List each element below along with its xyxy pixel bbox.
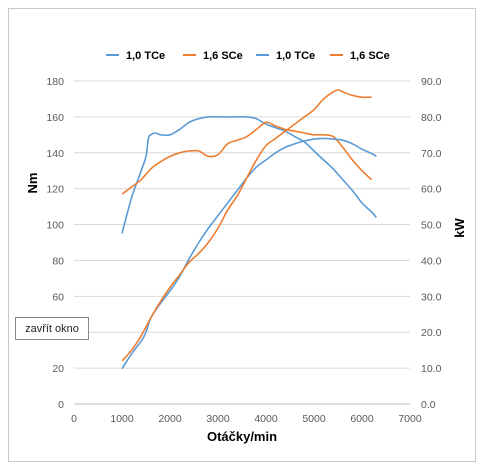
x-tick-label: 1000 <box>110 413 134 425</box>
y-left-tick-label: 120 <box>46 184 64 196</box>
x-tick-label: 2000 <box>158 413 182 425</box>
chart-frame <box>8 8 476 462</box>
y-left-tick-label: 80 <box>52 255 64 267</box>
x-axis-title: Otáčky/min <box>207 429 277 444</box>
legend-label: 1,6 SCe <box>350 50 390 62</box>
y-right-tick-label: 60.0 <box>421 184 442 196</box>
y-right-tick-label: 70.0 <box>421 148 442 160</box>
legend-label: 1,6 SCe <box>203 50 243 62</box>
y-left-axis-title: Nm <box>25 173 40 194</box>
x-tick-label: 3000 <box>206 413 230 425</box>
y-left-tick-label: 20 <box>52 363 64 375</box>
y-right-tick-label: 90.0 <box>421 76 442 88</box>
series-line-4 <box>121 89 372 362</box>
y-right-tick-label: 10.0 <box>421 363 442 375</box>
x-tick-label: 7000 <box>398 413 422 425</box>
y-right-tick-label: 30.0 <box>421 291 442 303</box>
y-right-tick-label: 20.0 <box>421 327 442 339</box>
y-right-tick-label: 50.0 <box>421 220 442 232</box>
y-left-tick-label: 100 <box>46 220 64 232</box>
y-left-tick-label: 60 <box>52 291 64 303</box>
y-right-tick-label: 80.0 <box>421 112 442 124</box>
y-right-tick-label: 40.0 <box>421 255 442 267</box>
y-left-tick-label: 140 <box>46 148 64 160</box>
x-tick-label: 0 <box>71 413 77 425</box>
y-right-axis-title: kW <box>452 218 467 238</box>
y-left-tick-label: 0 <box>58 399 64 411</box>
x-tick-label: 4000 <box>254 413 278 425</box>
y-right-tick-label: 0.0 <box>421 399 436 411</box>
legend-label: 1,0 TCe <box>276 50 315 62</box>
close-window-button[interactable]: zavřít okno <box>15 317 89 340</box>
series-line-2 <box>121 121 373 195</box>
legend-label: 1,0 TCe <box>126 50 165 62</box>
y-left-tick-label: 160 <box>46 112 64 124</box>
series-line-1 <box>121 115 378 234</box>
x-tick-label: 6000 <box>350 413 374 425</box>
y-left-tick-label: 180 <box>46 76 64 88</box>
x-tick-label: 5000 <box>302 413 326 425</box>
